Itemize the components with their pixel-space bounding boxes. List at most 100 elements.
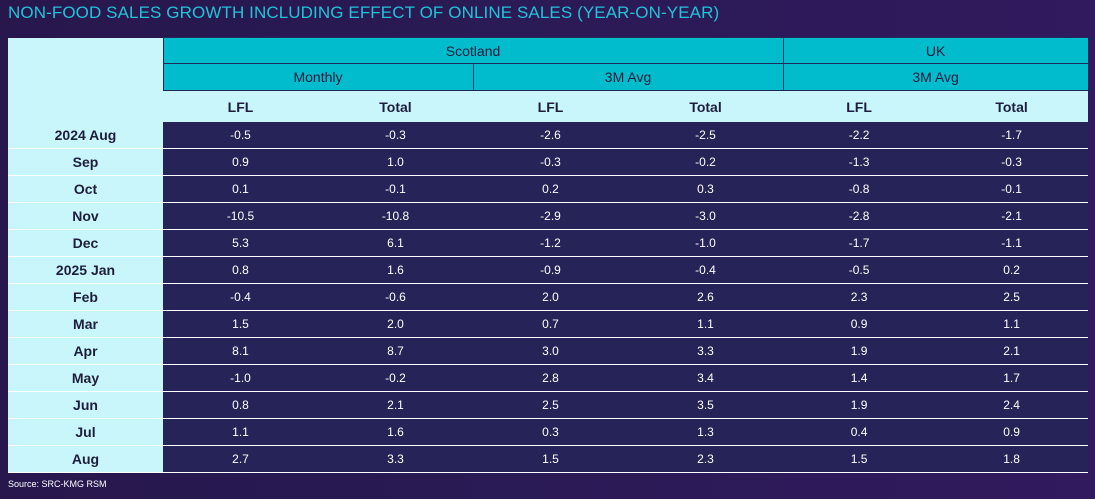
table-cell: 2.8 (473, 364, 628, 392)
source-note: Source: SRC-KMG RSM (8, 479, 107, 489)
region-header-scotland: Scotland (162, 37, 784, 64)
table-cell: 3.3 (318, 445, 473, 473)
table-cell: -1.2 (473, 229, 628, 257)
table-cell: 1.4 (783, 364, 936, 392)
row-label-header (8, 90, 163, 122)
table-cell: -0.5 (783, 256, 936, 284)
table-row: Nov -10.5 -10.8 -2.9 -3.0 -2.8 -2.1 (8, 202, 1089, 230)
table-cell: 8.7 (318, 337, 473, 365)
table-cell: -0.1 (318, 175, 473, 203)
table-cell: -2.8 (783, 202, 936, 230)
table-cell: -0.6 (318, 283, 473, 311)
table-cell: -2.2 (783, 122, 936, 149)
table-cell: 1.6 (318, 256, 473, 284)
column-header: LFL (473, 90, 628, 122)
header-corner (8, 37, 163, 91)
row-label: Apr (8, 337, 163, 365)
table-cell: 0.1 (163, 175, 318, 203)
table-cell: 2.0 (318, 310, 473, 338)
table-cell: 1.9 (783, 391, 936, 419)
table-cell: -3.0 (628, 202, 784, 230)
table-row: May -1.0 -0.2 2.8 3.4 1.4 1.7 (8, 364, 1089, 392)
table-cell: -0.2 (628, 148, 784, 176)
column-header: Total (628, 90, 784, 122)
measure-header-row: Monthly 3M Avg 3M Avg (8, 63, 1089, 91)
table-row: Mar 1.5 2.0 0.7 1.1 0.9 1.1 (8, 310, 1089, 338)
table-cell: -1.1 (935, 229, 1089, 257)
table-cell: 0.8 (163, 256, 318, 284)
sales-table: Scotland UK Monthly 3M Avg 3M Avg LFL To… (8, 37, 1089, 473)
table-cell: 1.5 (473, 445, 628, 473)
table-cell: 0.8 (163, 391, 318, 419)
table-row: Apr 8.1 8.7 3.0 3.3 1.9 2.1 (8, 337, 1089, 365)
table-cell: 0.7 (473, 310, 628, 338)
table-body: 2024 Aug -0.5 -0.3 -2.6 -2.5 -2.2 -1.7 Sep 0.9 1.… (8, 122, 1089, 473)
table-cell: 0.4 (783, 418, 936, 446)
table-cell: 2.7 (163, 445, 318, 473)
table-cell: 2.0 (473, 283, 628, 311)
table-cell: -0.9 (473, 256, 628, 284)
table-cell: 2.6 (628, 283, 784, 311)
table-row: Jul 1.1 1.6 0.3 1.3 0.4 0.9 (8, 418, 1089, 446)
table-cell: 1.0 (318, 148, 473, 176)
row-label: Dec (8, 229, 163, 257)
column-header: LFL (163, 90, 318, 122)
table-cell: -2.6 (473, 122, 628, 149)
table-cell: 1.7 (935, 364, 1089, 392)
table-row: 2024 Aug -0.5 -0.3 -2.6 -2.5 -2.2 -1.7 (8, 122, 1089, 149)
table-cell: -1.0 (163, 364, 318, 392)
table-cell: -0.2 (318, 364, 473, 392)
table-row: Jun 0.8 2.1 2.5 3.5 1.9 2.4 (8, 391, 1089, 419)
table-cell: 1.5 (163, 310, 318, 338)
table-cell: -2.5 (628, 122, 784, 149)
table-cell: 1.5 (783, 445, 936, 473)
table-cell: 0.3 (473, 418, 628, 446)
table-cell: 6.1 (318, 229, 473, 257)
table-row: Feb -0.4 -0.6 2.0 2.6 2.3 2.5 (8, 283, 1089, 311)
table-cell: 0.9 (783, 310, 936, 338)
row-label: Aug (8, 445, 163, 473)
table-cell: 0.9 (935, 418, 1089, 446)
row-label: May (8, 364, 163, 392)
table-cell: 1.3 (628, 418, 784, 446)
table-cell: 8.1 (163, 337, 318, 365)
table-row: Sep 0.9 1.0 -0.3 -0.2 -1.3 -0.3 (8, 148, 1089, 176)
table-cell: -0.3 (473, 148, 628, 176)
table-row: 2025 Jan 0.8 1.6 -0.9 -0.4 -0.5 0.2 (8, 256, 1089, 284)
table-row: Aug 2.7 3.3 1.5 2.3 1.5 1.8 (8, 445, 1089, 473)
table-cell: 0.2 (935, 256, 1089, 284)
row-label: Oct (8, 175, 163, 203)
table-cell: 0.3 (628, 175, 784, 203)
table-cell: -0.3 (318, 122, 473, 149)
measure-header-scotland-monthly: Monthly (162, 63, 474, 91)
table-cell: 2.1 (935, 337, 1089, 365)
table-cell: 5.3 (163, 229, 318, 257)
table-cell: -0.5 (163, 122, 318, 149)
table-cell: 1.9 (783, 337, 936, 365)
row-label: Jul (8, 418, 163, 446)
table-cell: 1.1 (163, 418, 318, 446)
region-header-row: Scotland UK (8, 37, 1089, 91)
table-cell: 2.5 (935, 283, 1089, 311)
column-header: Total (318, 90, 473, 122)
table-cell: -0.8 (783, 175, 936, 203)
table-cell: -1.3 (783, 148, 936, 176)
table-cell: 3.5 (628, 391, 784, 419)
table-cell: 2.3 (628, 445, 784, 473)
table-row: Oct 0.1 -0.1 0.2 0.3 -0.8 -0.1 (8, 175, 1089, 203)
row-label: Mar (8, 310, 163, 338)
table-cell: -0.4 (628, 256, 784, 284)
column-header: Total (935, 90, 1089, 122)
row-label: 2024 Aug (8, 122, 163, 149)
row-label: Jun (8, 391, 163, 419)
table-cell: -1.7 (783, 229, 936, 257)
table-cell: 3.0 (473, 337, 628, 365)
measure-header-scotland-3m: 3M Avg (472, 63, 784, 91)
chart-title: NON-FOOD SALES GROWTH INCLUDING EFFECT O… (8, 3, 720, 22)
row-label: Nov (8, 202, 163, 230)
row-label: Feb (8, 283, 163, 311)
column-header-row: LFL Total LFL Total LFL Total (8, 90, 1089, 122)
table-cell: -1.7 (935, 122, 1089, 149)
table-row: Dec 5.3 6.1 -1.2 -1.0 -1.7 -1.1 (8, 229, 1089, 257)
table-cell: 2.5 (473, 391, 628, 419)
